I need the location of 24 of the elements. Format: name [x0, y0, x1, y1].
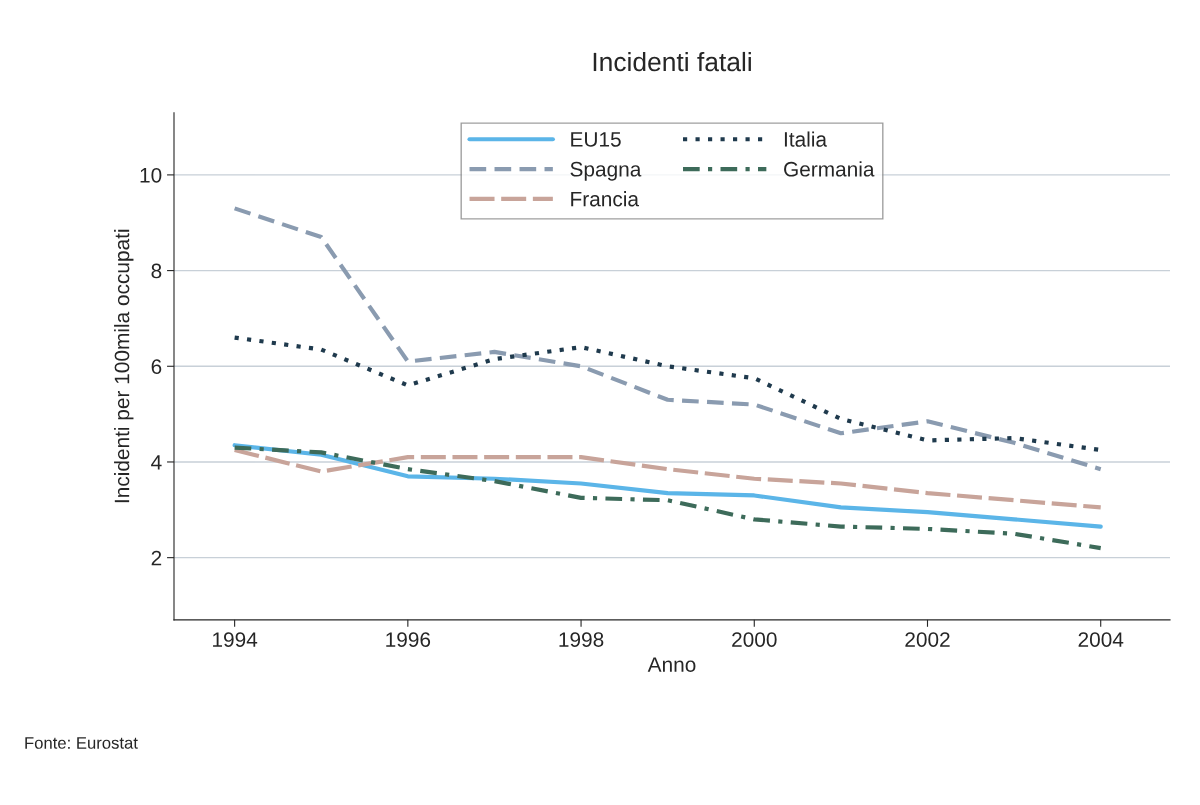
x-tick-label: 2002: [905, 632, 950, 647]
y-tick-label: 4: [151, 455, 162, 470]
source-note: Fonte: Eurostat: [25, 737, 138, 749]
line-series: [232, 206, 1103, 472]
y-tick-label: 2: [151, 550, 162, 566]
line-series: [232, 447, 1103, 510]
legend-label: Francia: [571, 191, 639, 207]
line-series: [232, 445, 1103, 551]
y-tick-label: 8: [151, 263, 162, 279]
x-tick-label: 2004: [1078, 632, 1124, 647]
legend-label: Italia: [784, 131, 828, 147]
line-series: [232, 443, 1103, 529]
y-tick-label: 6: [151, 359, 162, 375]
y-tick-label: 10: [140, 167, 162, 183]
x-tick-label: 2000: [732, 632, 777, 647]
legend-label: Spagna: [570, 161, 642, 181]
x-axis-title: Anno: [647, 657, 696, 672]
x-tick-label: 1994: [213, 632, 258, 647]
y-axis-title: Incidenti per 100mila occupati: [114, 229, 134, 503]
x-tick-label: 1998: [559, 632, 604, 647]
legend-label: Germania: [784, 161, 875, 177]
legend-label: EU15: [571, 132, 621, 147]
chart-title: Incidenti fatali: [593, 51, 751, 72]
x-tick-label: 1996: [386, 632, 431, 647]
